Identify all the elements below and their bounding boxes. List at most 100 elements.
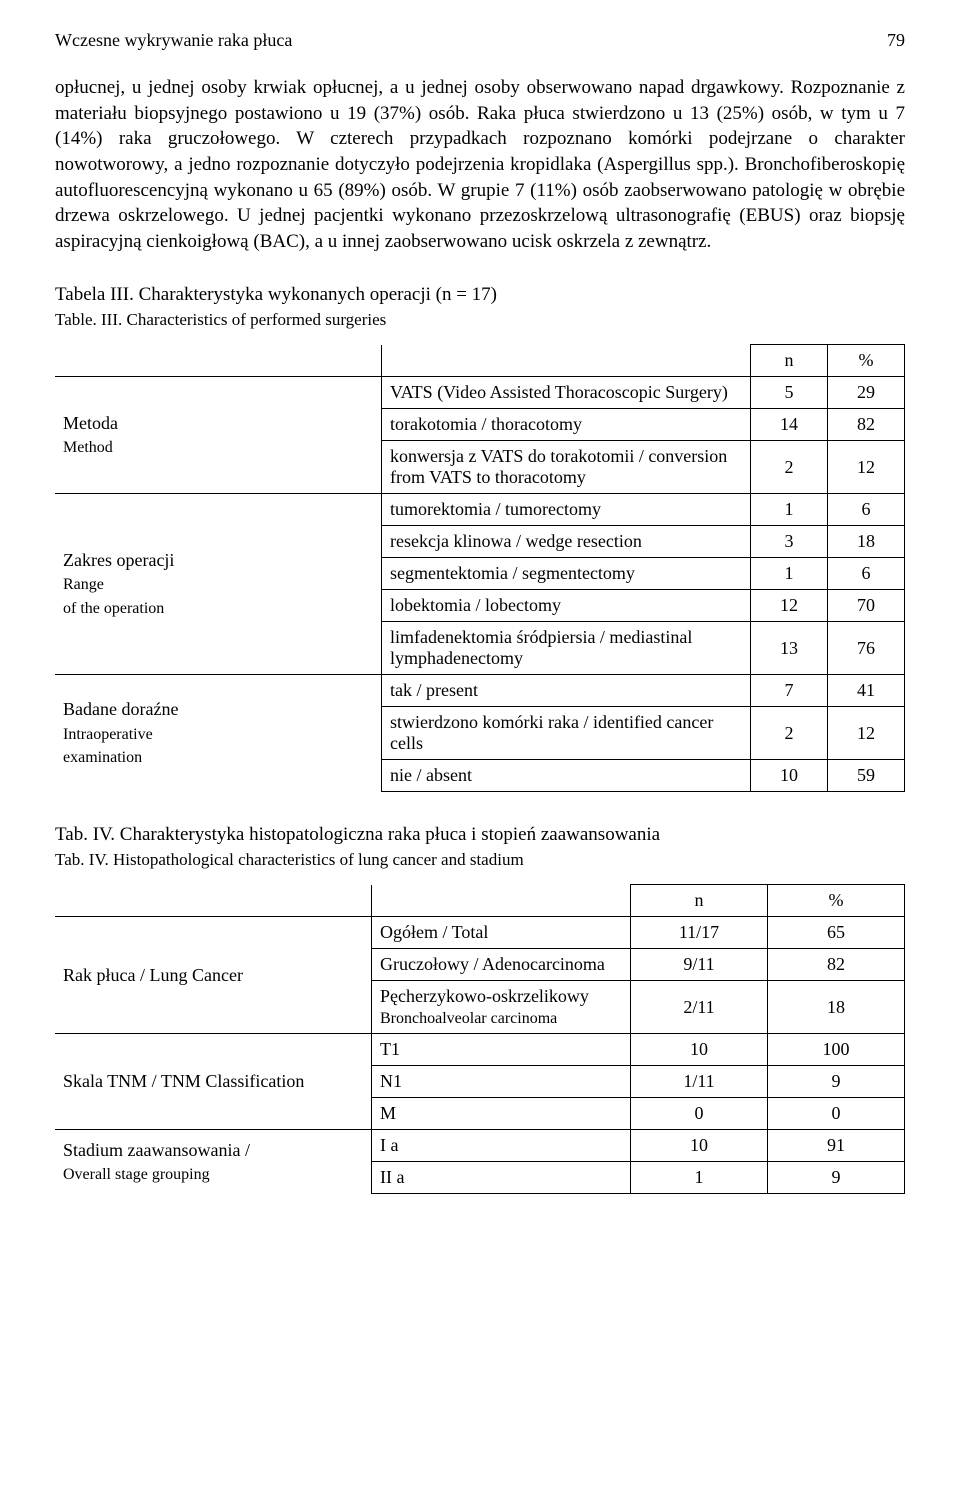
group-label-en2: examination (63, 749, 142, 766)
cell-pct: 12 (828, 441, 905, 494)
cell-n: 10 (631, 1034, 768, 1066)
cell-label: tumorektomia / tumorectomy (382, 494, 751, 526)
table4-header-row: n % (55, 885, 905, 917)
cell-label-2: Bronchoalveolar carcinoma (380, 1010, 557, 1027)
table-row: Rak płuca / Lung Cancer Ogółem / Total 1… (55, 917, 905, 949)
cell-label: limfadenektomia śródpiersia / mediastina… (382, 622, 751, 675)
group-label: Metoda Method (55, 377, 382, 494)
cell-pct: 29 (828, 377, 905, 409)
cell-label: Gruczołowy / Adenocarcinoma (372, 949, 631, 981)
blank-cell (55, 885, 372, 917)
cell-label: segmentektomia / segmentectomy (382, 558, 751, 590)
cell-pct: 6 (828, 558, 905, 590)
cell-label: T1 (372, 1034, 631, 1066)
cell-label: N1 (372, 1066, 631, 1098)
cell-n: 5 (751, 377, 828, 409)
group-label: Rak płuca / Lung Cancer (55, 917, 372, 1034)
cell-label: Pęcherzykowo-oskrzelikowy Bronchoalveola… (372, 981, 631, 1034)
cell-label: stwierdzono komórki raka / identified ca… (382, 707, 751, 760)
cell-pct: 82 (768, 949, 905, 981)
cell-label: lobektomia / lobectomy (382, 590, 751, 622)
cell-label: II a (372, 1162, 631, 1194)
cell-n: 2 (751, 441, 828, 494)
running-header: Wczesne wykrywanie raka płuca 79 (55, 30, 905, 51)
cell-pct: 18 (768, 981, 905, 1034)
cell-pct: 0 (768, 1098, 905, 1130)
cell-pct: 100 (768, 1034, 905, 1066)
cell-label: konwersja z VATS do torakotomii / conver… (382, 441, 751, 494)
table-row: Zakres operacji Range of the operation t… (55, 494, 905, 526)
cell-pct: 91 (768, 1130, 905, 1162)
group-label: Badane doraźne Intraoperative examinatio… (55, 675, 382, 792)
table3-header-row: n % (55, 345, 905, 377)
blank-cell (55, 345, 382, 377)
cell-pct: 59 (828, 760, 905, 792)
table4-title: Tab. IV. Charakterystyka histopatologicz… (55, 824, 905, 846)
cell-n: 1 (631, 1162, 768, 1194)
cell-label: resekcja klinowa / wedge resection (382, 526, 751, 558)
group-label: Stadium zaawansowania / Overall stage gr… (55, 1130, 372, 1194)
running-title: Wczesne wykrywanie raka płuca (55, 30, 292, 51)
group-label: Zakres operacji Range of the operation (55, 494, 382, 675)
cell-n: 10 (751, 760, 828, 792)
blank-cell (372, 885, 631, 917)
group-label-en2: of the operation (63, 600, 164, 617)
table4: n % Rak płuca / Lung Cancer Ogółem / Tot… (55, 884, 905, 1194)
cell-pct: 70 (828, 590, 905, 622)
cell-label: I a (372, 1130, 631, 1162)
table-row: Badane doraźne Intraoperative examinatio… (55, 675, 905, 707)
col-header-n: n (751, 345, 828, 377)
table-row: Stadium zaawansowania / Overall stage gr… (55, 1130, 905, 1162)
cell-n: 0 (631, 1098, 768, 1130)
cell-label: torakotomia / thoracotomy (382, 409, 751, 441)
cell-pct: 65 (768, 917, 905, 949)
group-label-1: Stadium zaawansowania / (63, 1140, 250, 1160)
table4-subtitle: Tab. IV. Histopathological characteristi… (55, 850, 905, 870)
page: Wczesne wykrywanie raka płuca 79 opłucne… (0, 0, 960, 1266)
group-label-pl: Zakres operacji (63, 550, 174, 570)
cell-pct: 76 (828, 622, 905, 675)
cell-n: 7 (751, 675, 828, 707)
cell-pct: 9 (768, 1066, 905, 1098)
col-header-pct: % (828, 345, 905, 377)
cell-n: 14 (751, 409, 828, 441)
table3: n % Metoda Method VATS (Video Assisted T… (55, 344, 905, 792)
group-label-en1: Intraoperative (63, 726, 153, 743)
table3-title: Tabela III. Charakterystyka wykonanych o… (55, 284, 905, 306)
cell-n: 12 (751, 590, 828, 622)
cell-n: 2 (751, 707, 828, 760)
table-row: Metoda Method VATS (Video Assisted Thora… (55, 377, 905, 409)
group-label-2: Overall stage grouping (63, 1166, 210, 1183)
col-header-pct: % (768, 885, 905, 917)
group-label-en1: Range (63, 576, 104, 593)
blank-cell (382, 345, 751, 377)
group-label-pl: Badane doraźne (63, 699, 178, 719)
page-number: 79 (887, 30, 905, 51)
cell-label: tak / present (382, 675, 751, 707)
cell-n: 1/11 (631, 1066, 768, 1098)
cell-n: 1 (751, 558, 828, 590)
cell-pct: 82 (828, 409, 905, 441)
cell-n: 11/17 (631, 917, 768, 949)
cell-pct: 18 (828, 526, 905, 558)
cell-label-1: Pęcherzykowo-oskrzelikowy (380, 986, 589, 1006)
cell-n: 13 (751, 622, 828, 675)
table3-subtitle: Table. III. Characteristics of performed… (55, 310, 905, 330)
cell-n: 3 (751, 526, 828, 558)
body-paragraph: opłucnej, u jednej osoby krwiak opłucnej… (55, 75, 905, 254)
table-row: Skala TNM / TNM Classification T1 10 100 (55, 1034, 905, 1066)
cell-n: 2/11 (631, 981, 768, 1034)
cell-n: 1 (751, 494, 828, 526)
cell-label: M (372, 1098, 631, 1130)
group-label-en: Method (63, 439, 113, 456)
cell-pct: 12 (828, 707, 905, 760)
cell-label: Ogółem / Total (372, 917, 631, 949)
cell-n: 9/11 (631, 949, 768, 981)
group-label-pl: Metoda (63, 413, 118, 433)
cell-label: nie / absent (382, 760, 751, 792)
col-header-n: n (631, 885, 768, 917)
group-label: Skala TNM / TNM Classification (55, 1034, 372, 1130)
cell-pct: 41 (828, 675, 905, 707)
cell-pct: 9 (768, 1162, 905, 1194)
cell-n: 10 (631, 1130, 768, 1162)
